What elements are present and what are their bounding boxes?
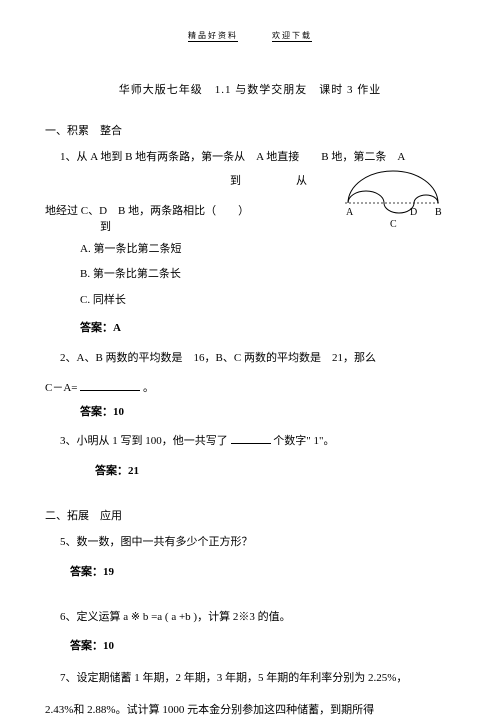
q2-line2: C－A= 。	[45, 379, 455, 395]
diagram-label-C: C	[390, 219, 397, 230]
document-title: 华师大版七年级 1.1 与数学交朋友 课时 3 作业	[45, 81, 455, 97]
q2-blank	[80, 379, 140, 391]
page-header: 精品好资料 欢迎下载	[45, 30, 455, 41]
q1-optB: B. 第一条比第二条长	[80, 265, 455, 285]
diagram-label-D: D	[410, 207, 417, 218]
q5-text: 5、数一数，图中一共有多少个正方形？	[60, 533, 455, 553]
q1-line1-text: 1、从 A 地到 B 地有两条路，第一条从 A 地直接 B 地，第二条 A	[60, 151, 405, 163]
q6-text: 6、定义运算 a ※ b =a ( a +b )，计算 2※3 的值。	[60, 608, 455, 628]
q6-answer: 答案：10	[70, 637, 455, 657]
diagram-label-B: B	[435, 207, 442, 218]
header-right: 欢迎下载	[272, 31, 312, 42]
q3-text1: 3、小明从 1 写到 100，他一共写了	[60, 435, 228, 447]
q7-line2: 2.43%和 2.88%。试计算 1000 元本金分别参加这四种储蓄，到期所得	[45, 699, 455, 721]
q2-suffix: 。	[143, 382, 154, 394]
q1-optC: C. 同样长	[80, 291, 455, 311]
q3-answer: 答案：21	[95, 462, 455, 482]
q2-answer: 答案：10	[80, 403, 455, 423]
section1-heading: 一、积累 整合	[45, 122, 455, 138]
diagram-label-A: A	[346, 207, 354, 218]
q5-answer: 答案：19	[70, 563, 455, 583]
q3-blank	[231, 432, 271, 444]
q2-text: 2、A、B 两数的平均数是 16，B、C 两数的平均数是 21，那么	[60, 349, 455, 369]
route-diagram: A D B C	[340, 165, 450, 235]
q2-prefix: C－A=	[45, 382, 77, 394]
header-left: 精品好资料	[188, 31, 238, 42]
q1-answer: 答案：A	[80, 319, 455, 339]
q7-line1: 7、设定期储蓄 1 年期，2 年期，3 年期，5 年期的年利率分别为 2.25%…	[60, 667, 455, 689]
q3-text2: 个数字" 1"。	[273, 435, 334, 447]
q3: 3、小明从 1 写到 100，他一共写了 个数字" 1"。	[60, 432, 455, 452]
q1-optA: A. 第一条比第二条短	[80, 240, 455, 260]
section2-heading: 二、拓展 应用	[45, 507, 455, 523]
